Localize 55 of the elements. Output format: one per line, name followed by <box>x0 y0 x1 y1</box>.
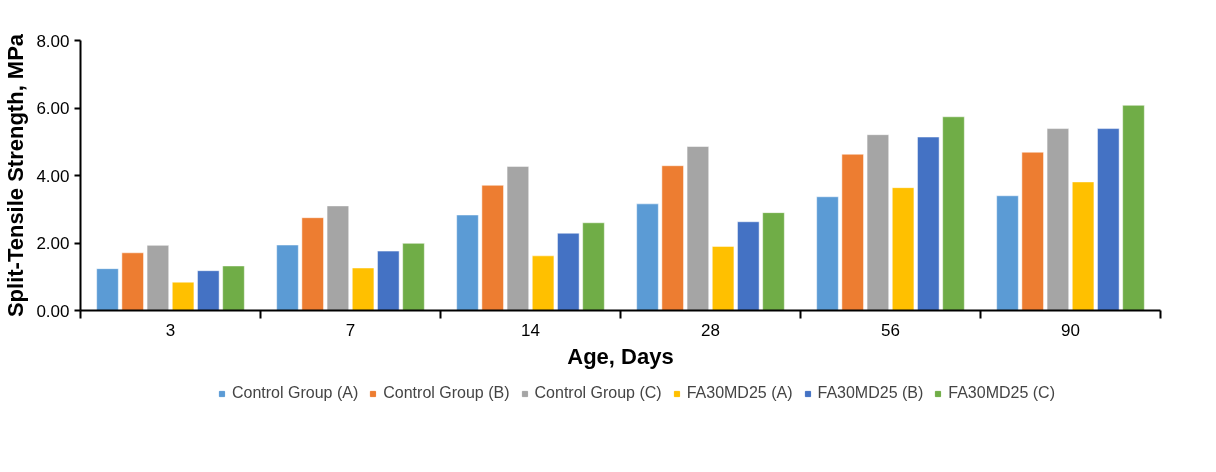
bar <box>1122 105 1145 311</box>
bar <box>276 244 299 311</box>
bar <box>352 267 375 311</box>
x-tick-label: 3 <box>165 320 176 340</box>
x-tick-label: 14 <box>521 320 540 340</box>
bar <box>96 268 119 311</box>
bar <box>481 185 504 311</box>
bar <box>402 243 425 311</box>
x-tick-label: 56 <box>881 320 900 340</box>
bar <box>942 116 965 311</box>
bar <box>892 187 915 311</box>
bar <box>506 166 529 311</box>
bar <box>146 245 169 311</box>
bar <box>532 255 555 311</box>
x-tick-label: 90 <box>1061 320 1080 340</box>
y-tick-label: 6.00 <box>36 99 70 118</box>
bar <box>661 165 684 311</box>
legend-label: FA30MD25 (A) <box>686 384 793 402</box>
x-tick-label: 7 <box>345 320 356 340</box>
bar <box>1072 181 1095 311</box>
bar <box>762 212 785 311</box>
bar <box>326 205 349 311</box>
bar <box>301 217 324 311</box>
bar <box>582 222 605 311</box>
bar <box>172 281 195 311</box>
bar <box>197 270 220 311</box>
legend-label: Control Group (C) <box>534 384 662 402</box>
bar <box>737 221 760 311</box>
bar <box>996 195 1019 311</box>
legend-label: Control Group (B) <box>383 384 510 402</box>
y-tick-label: 2.00 <box>36 234 70 253</box>
bar <box>377 250 400 311</box>
y-tick-label: 0.00 <box>36 301 70 321</box>
bar <box>917 136 940 311</box>
bar <box>686 146 709 311</box>
bar <box>816 196 839 311</box>
bar <box>636 203 659 311</box>
bar <box>222 265 245 311</box>
y-axis-title: Split-Tensile Strength, MPa <box>3 33 29 318</box>
x-tick-label: 28 <box>701 320 720 340</box>
bar <box>456 214 479 311</box>
y-tick-label: 4.00 <box>36 166 70 186</box>
legend-label: FA30MD25 (B) <box>817 384 924 402</box>
legend-label: FA30MD25 (C) <box>948 384 1056 402</box>
legend-label: Control Group (A) <box>231 384 359 402</box>
bar <box>841 153 864 311</box>
bar <box>121 252 144 311</box>
bar <box>1097 128 1120 311</box>
x-axis-title: Age, Days <box>567 343 674 369</box>
bar <box>1021 151 1044 311</box>
bar <box>712 246 735 311</box>
bar <box>557 232 580 311</box>
bar <box>866 134 889 311</box>
y-tick-label: 8.00 <box>36 31 70 51</box>
bar <box>1046 128 1069 311</box>
